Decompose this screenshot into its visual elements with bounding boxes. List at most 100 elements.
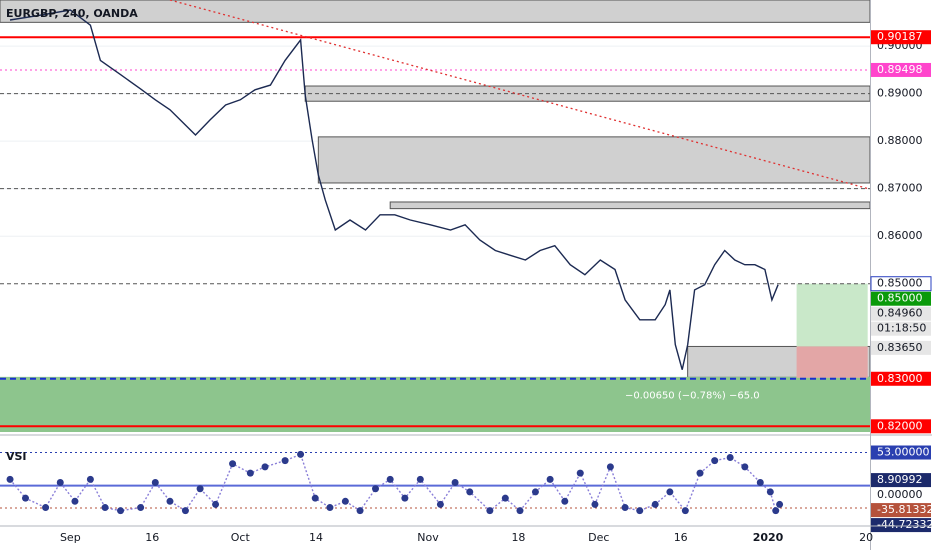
indicator-dot	[21, 494, 29, 502]
indicator-dot	[681, 507, 689, 515]
pane-title: VSI	[6, 450, 27, 463]
price-line	[9, 9, 779, 370]
price-label-box	[871, 340, 931, 355]
x-tick-label: Nov	[417, 531, 439, 544]
indicator-dot	[311, 494, 319, 502]
annotation: −0.00650 (−0.78%) −65.0	[625, 390, 760, 401]
y-tick-label: 0.88000	[877, 134, 923, 147]
indicator-dot	[621, 504, 629, 512]
indicator-dot	[6, 475, 14, 483]
indicator-dot	[756, 479, 764, 487]
price-label-box	[870, 276, 932, 292]
zone	[0, 0, 870, 23]
price-label-box	[871, 488, 931, 503]
indicator-dot	[416, 475, 424, 483]
price-label: 0.84960	[877, 307, 923, 320]
zone	[317, 136, 870, 184]
indicator-dot	[151, 479, 159, 487]
price-label: 0.82000	[877, 419, 923, 432]
indicator-dot	[196, 485, 204, 493]
indicator-dot	[666, 488, 674, 496]
x-tick-label: Oct	[231, 531, 251, 544]
indicator-dot	[229, 460, 237, 468]
indicator-dot	[741, 463, 749, 471]
indicator-dot	[711, 457, 719, 465]
indicator-dot	[501, 494, 509, 502]
x-tick-label: 18	[511, 531, 525, 544]
price-label-box	[871, 291, 931, 306]
indicator-dot	[776, 500, 784, 508]
price-label: -44.72332	[877, 518, 932, 531]
indicator-dot	[86, 475, 94, 483]
zone	[796, 346, 868, 378]
x-tick-label: 14	[309, 531, 323, 544]
indicator-dot	[101, 504, 109, 512]
price-label-box	[871, 518, 931, 533]
x-tick-label: Dec	[588, 531, 609, 544]
x-tick-label: 2020	[753, 531, 784, 544]
price-label-box	[871, 371, 931, 386]
indicator-dot	[772, 507, 780, 515]
price-label: 0.00000	[877, 488, 923, 501]
price-label-box	[871, 503, 931, 518]
price-label: 0.85000	[877, 292, 923, 305]
indicator-dot	[696, 469, 704, 477]
indicator-dot	[71, 497, 79, 505]
indicator-dot	[281, 457, 289, 465]
indicator-dot	[42, 504, 50, 512]
indicator-dot	[636, 507, 644, 515]
indicator-dot	[516, 507, 524, 515]
indicator-dot	[166, 497, 174, 505]
y-tick-label: 0.87000	[877, 182, 923, 195]
indicator-dot	[386, 475, 394, 483]
x-tick-label: 20	[859, 531, 873, 544]
price-label-box	[871, 419, 931, 434]
trend-line	[169, 0, 870, 190]
price-line	[9, 453, 781, 513]
indicator-dot	[401, 494, 409, 502]
y-tick-label: 0.86000	[877, 229, 923, 242]
indicator-dot	[137, 504, 145, 512]
zone	[796, 283, 868, 347]
y-tick-label: 0.89000	[877, 87, 923, 100]
zone	[0, 376, 870, 432]
indicator-dot	[297, 450, 305, 458]
indicator-dot	[591, 500, 599, 508]
indicator-dot	[261, 463, 269, 471]
indicator-dot	[466, 488, 474, 496]
indicator-dot	[372, 485, 380, 493]
price-label: 0.85000	[877, 277, 923, 290]
price-label: 0.83650	[877, 341, 923, 354]
price-label: -35.81332	[877, 503, 932, 516]
price-label-box	[871, 445, 931, 460]
price-label-box	[871, 62, 931, 77]
indicator-dot	[651, 500, 659, 508]
indicator-dot	[117, 507, 125, 515]
indicator-dot	[726, 454, 734, 462]
price-label: 53.00000	[877, 446, 930, 459]
countdown-box	[871, 321, 931, 336]
indicator-dot	[341, 497, 349, 505]
price-label-box	[871, 473, 931, 488]
indicator-dot	[576, 469, 584, 477]
indicator-dot	[546, 475, 554, 483]
indicator-dot	[606, 463, 614, 471]
plot-area	[0, 450, 870, 515]
price-label-box	[871, 30, 931, 45]
x-tick-label: Sep	[60, 531, 81, 544]
indicator-dot	[451, 479, 459, 487]
indicator-dot	[181, 507, 189, 515]
indicator-dot	[56, 479, 64, 487]
indicator-dot	[561, 497, 569, 505]
zone	[389, 201, 870, 210]
pane-title: EURGBP, 240, OANDA	[6, 7, 138, 20]
price-label: 0.89498	[877, 63, 923, 76]
countdown: 01:18:50	[877, 322, 926, 335]
indicator-dot	[246, 469, 254, 477]
x-tick-label: 16	[674, 531, 688, 544]
price-label: 0.83000	[877, 372, 923, 385]
indicator-dot	[326, 504, 334, 512]
price-label: 0.90187	[877, 30, 923, 43]
